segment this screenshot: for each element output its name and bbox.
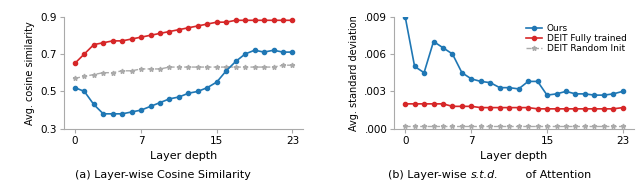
X-axis label: Layer depth: Layer depth	[150, 151, 218, 161]
Legend: Ours, DEIT Fully trained, DEIT Random Init: Ours, DEIT Fully trained, DEIT Random In…	[523, 21, 629, 56]
Text: s.t.d.: s.t.d.	[470, 170, 498, 180]
Text: (a) Layer-wise Cosine Similarity: (a) Layer-wise Cosine Similarity	[76, 170, 251, 180]
Text: of Attention: of Attention	[522, 170, 591, 180]
Y-axis label: Avg. cosine similarity: Avg. cosine similarity	[25, 21, 35, 125]
Text: (b) Layer-wise: (b) Layer-wise	[388, 170, 470, 180]
X-axis label: Layer depth: Layer depth	[480, 151, 548, 161]
Y-axis label: Avg. standard deviation: Avg. standard deviation	[349, 15, 359, 131]
